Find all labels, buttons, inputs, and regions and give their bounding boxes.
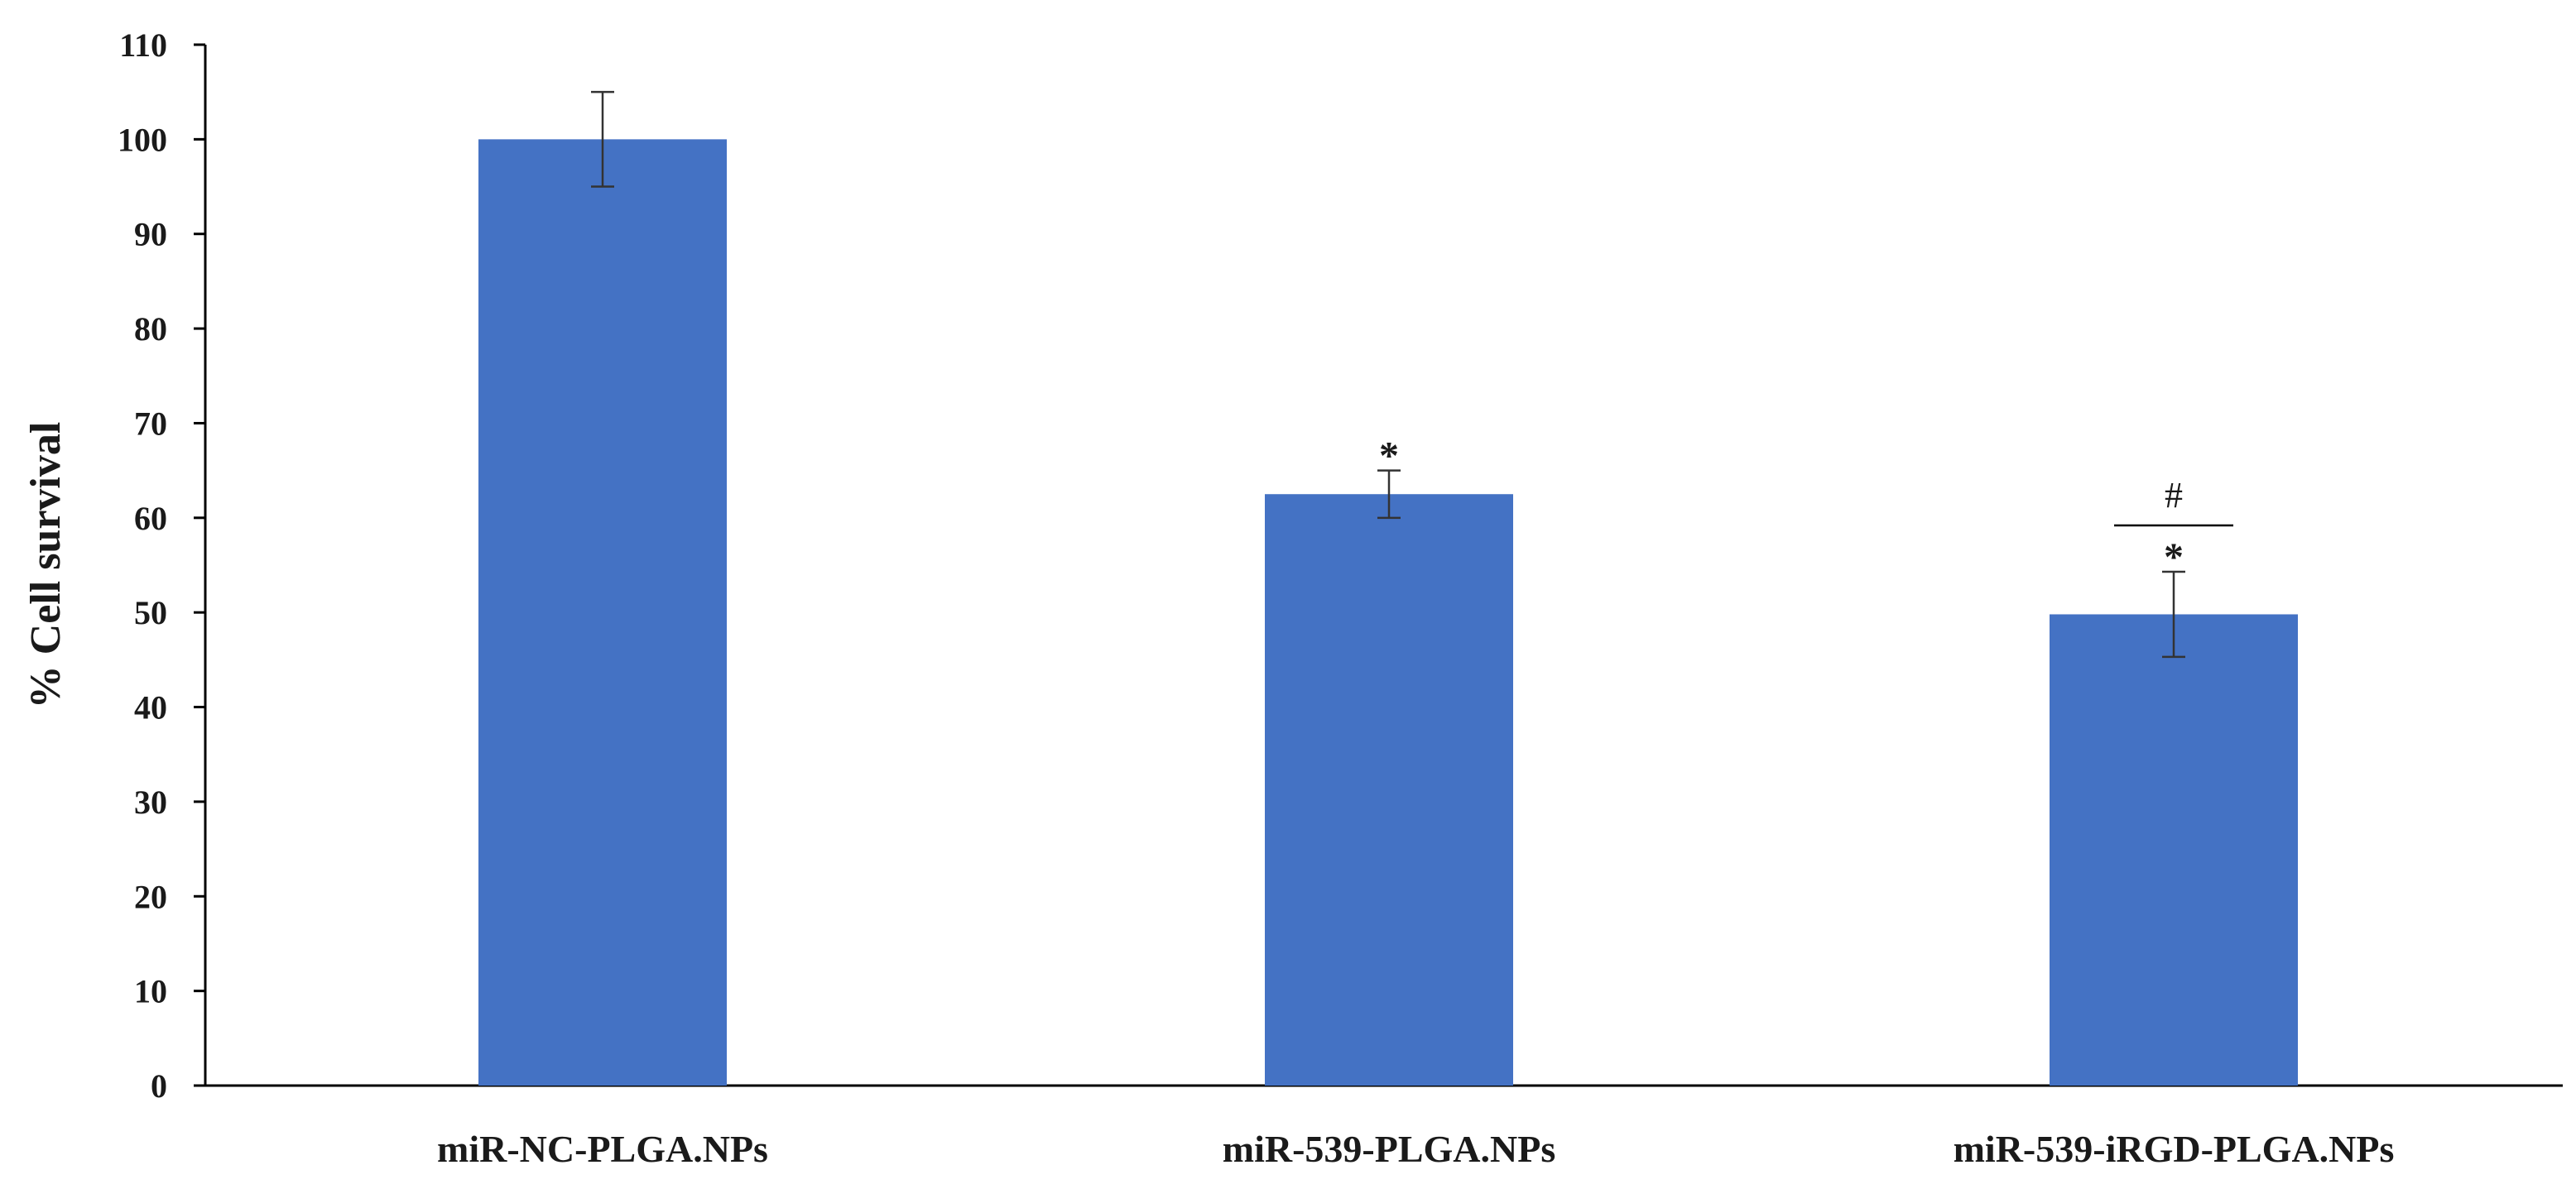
y-tick-label: 40 xyxy=(134,689,167,726)
error-bars xyxy=(591,90,2185,659)
y-tick-label: 90 xyxy=(134,216,167,253)
y-axis-title: % Cell survival xyxy=(22,422,70,709)
y-tick-label: 100 xyxy=(118,121,167,158)
x-category-labels: miR-NC-PLGA.NPs miR-539-PLGA.NPs miR-539-i… xyxy=(437,1128,2394,1170)
y-tick-label: 70 xyxy=(134,405,167,442)
bars xyxy=(478,139,2298,1086)
significance-star: * xyxy=(2164,535,2184,579)
significance-annotations: * * # xyxy=(1379,434,2233,579)
y-tick-label: 110 xyxy=(119,26,167,64)
bar xyxy=(478,139,727,1086)
x-category-label: miR-539-iRGD-PLGA.NPs xyxy=(1954,1128,2395,1170)
y-tick-label: 30 xyxy=(134,784,167,821)
y-tick-label: 60 xyxy=(134,500,167,537)
y-tick-label: 50 xyxy=(134,594,167,631)
y-tick-label: 20 xyxy=(134,878,167,915)
significance-hash: # xyxy=(2165,475,2183,515)
significance-star: * xyxy=(1379,434,1399,478)
x-category-label: miR-539-PLGA.NPs xyxy=(1223,1128,1555,1170)
y-ticks: 0 10 20 30 40 50 60 70 80 90 100 110 xyxy=(118,26,205,1105)
y-tick-label: 0 xyxy=(151,1067,167,1105)
bar xyxy=(2050,614,2298,1086)
x-category-label: miR-NC-PLGA.NPs xyxy=(437,1128,768,1170)
bar xyxy=(1265,494,1513,1086)
y-tick-label: 10 xyxy=(134,973,167,1010)
y-tick-label: 80 xyxy=(134,310,167,348)
